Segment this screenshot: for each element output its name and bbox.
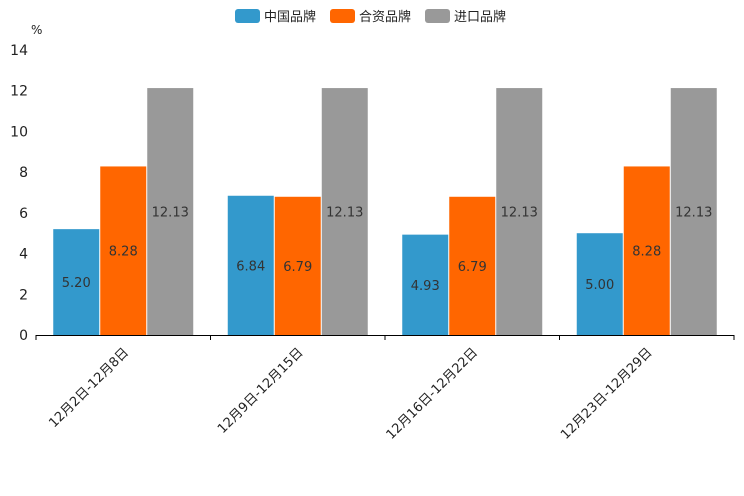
bar-value-label: 12.13: [152, 206, 189, 221]
y-tick-label: 6: [19, 206, 28, 222]
bar: [670, 88, 717, 335]
bar-value-label: 5.20: [62, 276, 91, 291]
y-tick-label: 8: [19, 165, 28, 181]
bar: [321, 88, 368, 335]
bar: [576, 233, 623, 335]
bar-value-label: 12.13: [326, 206, 363, 221]
x-category-label: 12月23日-12月29日: [558, 345, 655, 442]
bar: [623, 166, 670, 335]
bar-value-label: 6.79: [458, 260, 487, 275]
y-axis-unit-label: %: [31, 23, 42, 37]
legend: 中国品牌 合资品牌 进口品牌: [235, 9, 506, 25]
legend-label[interactable]: 合资品牌: [359, 9, 411, 25]
bar-value-label: 12.13: [675, 206, 712, 221]
bar: [274, 196, 321, 335]
y-axis-ticks: 0 2 4 6 8 10 12 14: [10, 43, 28, 344]
bar-value-label: 8.28: [632, 245, 661, 260]
bar-value-label: 5.00: [585, 278, 614, 293]
y-tick-label: 4: [19, 247, 28, 263]
x-category-label: 12月16日-12月22日: [384, 345, 481, 442]
bar-value-label: 4.93: [411, 279, 440, 294]
bar-value-label: 12.13: [501, 206, 538, 221]
bar: [449, 196, 496, 335]
bar-value-label: 8.28: [109, 245, 138, 260]
bar: [53, 229, 100, 335]
bar: [100, 166, 147, 335]
bar: [496, 88, 543, 335]
y-tick-label: 2: [19, 287, 28, 303]
bar-value-label: 6.84: [236, 259, 265, 274]
bar-value-label: 6.79: [283, 260, 312, 275]
legend-label[interactable]: 中国品牌: [264, 9, 316, 25]
bar: [227, 195, 274, 335]
x-category-label: 12月2日-12月8日: [46, 345, 132, 431]
x-category-label: 12月9日-12月15日: [215, 345, 307, 437]
legend-swatch[interactable]: [330, 9, 355, 23]
legend-swatch[interactable]: [425, 9, 450, 23]
bars: 5.20 8.28 12.13 6.84 6.79 12.13 4.93 6.79 12.13 5…: [53, 88, 717, 335]
y-tick-label: 0: [19, 328, 28, 344]
legend-swatch[interactable]: [235, 9, 260, 23]
y-tick-label: 12: [10, 84, 28, 100]
bar: [402, 234, 449, 335]
bar: [147, 88, 194, 335]
y-tick-label: 10: [10, 124, 28, 140]
y-tick-label: 14: [10, 43, 28, 59]
legend-label[interactable]: 进口品牌: [454, 9, 506, 25]
x-axis: 12月2日-12月8日 12月9日-12月15日 12月16日-12月22日 12月2…: [35, 335, 735, 443]
